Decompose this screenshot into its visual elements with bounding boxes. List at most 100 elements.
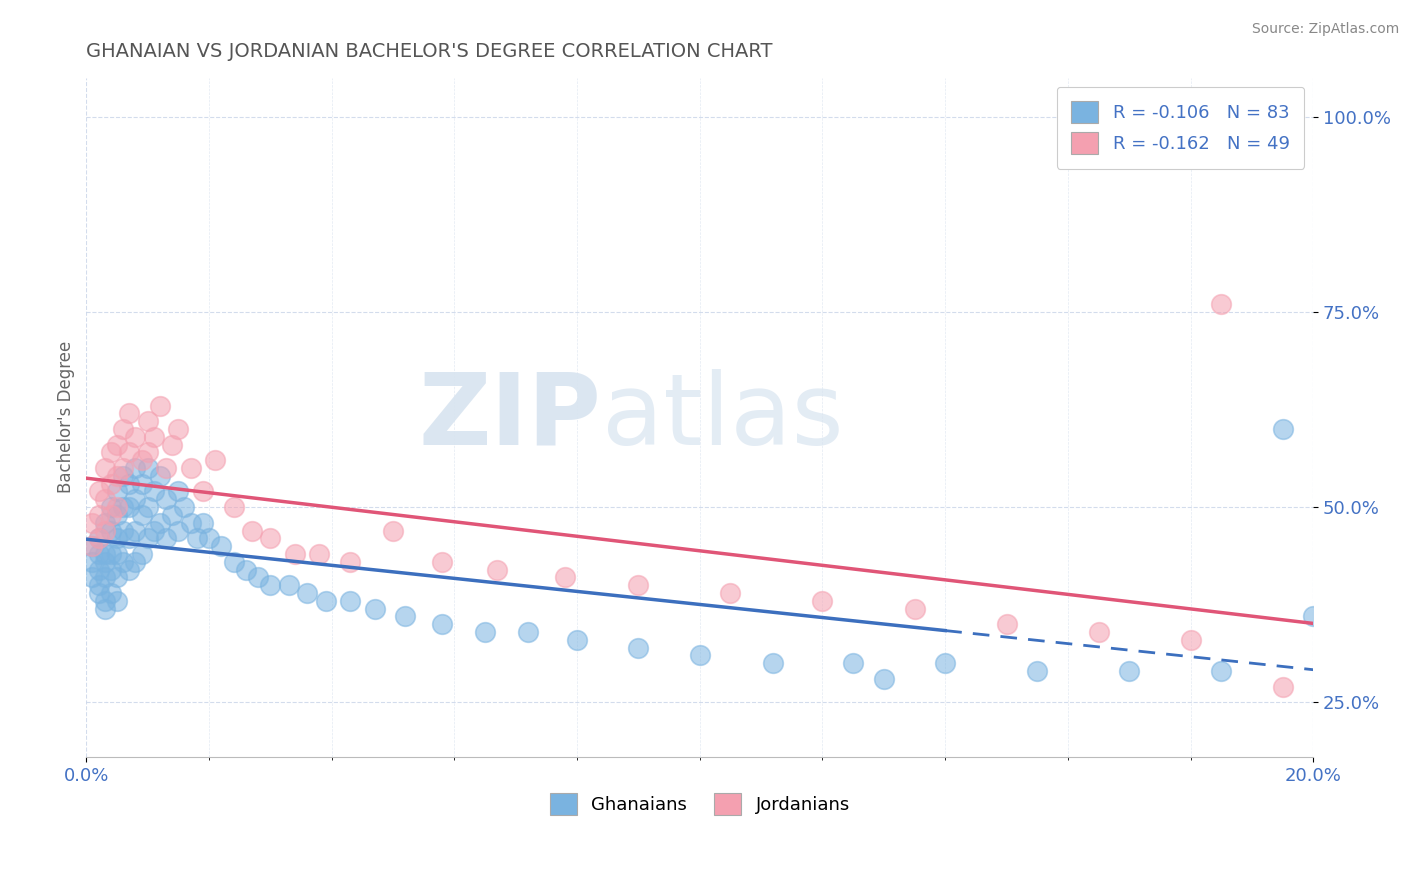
- Point: [811, 594, 834, 608]
- Point: [474, 625, 496, 640]
- Point: [155, 531, 177, 545]
- Point: [82, 555, 104, 569]
- Point: [131, 547, 153, 561]
- Point: [565, 632, 588, 647]
- Point: [167, 422, 190, 436]
- Point: [1180, 632, 1202, 647]
- Text: Source: ZipAtlas.com: Source: ZipAtlas.com: [1251, 22, 1399, 37]
- Point: [131, 508, 153, 522]
- Point: [295, 586, 318, 600]
- Point: [100, 508, 122, 522]
- Point: [93, 516, 115, 530]
- Text: ZIP: ZIP: [419, 368, 602, 466]
- Point: [160, 437, 183, 451]
- Point: [118, 406, 141, 420]
- Point: [204, 453, 226, 467]
- Point: [105, 531, 128, 545]
- Point: [93, 555, 115, 569]
- Point: [180, 516, 202, 530]
- Point: [93, 594, 115, 608]
- Point: [100, 476, 122, 491]
- Point: [382, 524, 405, 538]
- Point: [124, 492, 146, 507]
- Point: [235, 563, 257, 577]
- Legend: Ghanaians, Jordanians: Ghanaians, Jordanians: [543, 786, 858, 822]
- Point: [149, 468, 172, 483]
- Point: [87, 531, 110, 545]
- Point: [105, 547, 128, 561]
- Point: [259, 531, 281, 545]
- Point: [136, 500, 159, 514]
- Point: [131, 453, 153, 467]
- Point: [142, 524, 165, 538]
- Point: [118, 445, 141, 459]
- Point: [136, 445, 159, 459]
- Point: [339, 555, 361, 569]
- Point: [1026, 664, 1049, 678]
- Point: [93, 524, 115, 538]
- Point: [247, 570, 270, 584]
- Point: [1271, 422, 1294, 436]
- Point: [173, 500, 195, 514]
- Point: [186, 531, 208, 545]
- Point: [222, 555, 245, 569]
- Point: [112, 461, 135, 475]
- Point: [105, 484, 128, 499]
- Point: [124, 524, 146, 538]
- Point: [842, 657, 865, 671]
- Point: [1211, 664, 1233, 678]
- Point: [105, 437, 128, 451]
- Point: [627, 640, 650, 655]
- Point: [112, 524, 135, 538]
- Point: [627, 578, 650, 592]
- Text: atlas: atlas: [602, 368, 844, 466]
- Point: [112, 468, 135, 483]
- Point: [112, 555, 135, 569]
- Point: [995, 617, 1018, 632]
- Point: [124, 430, 146, 444]
- Point: [903, 601, 925, 615]
- Point: [155, 461, 177, 475]
- Point: [430, 555, 453, 569]
- Point: [191, 484, 214, 499]
- Point: [209, 539, 232, 553]
- Point: [87, 578, 110, 592]
- Point: [720, 586, 742, 600]
- Point: [93, 461, 115, 475]
- Point: [118, 531, 141, 545]
- Point: [240, 524, 263, 538]
- Point: [87, 563, 110, 577]
- Point: [1118, 664, 1140, 678]
- Point: [142, 430, 165, 444]
- Point: [124, 461, 146, 475]
- Point: [105, 594, 128, 608]
- Point: [105, 570, 128, 584]
- Y-axis label: Bachelor's Degree: Bachelor's Degree: [58, 341, 75, 493]
- Point: [1087, 625, 1109, 640]
- Point: [363, 601, 385, 615]
- Point: [87, 586, 110, 600]
- Point: [93, 547, 115, 561]
- Point: [762, 657, 785, 671]
- Point: [149, 399, 172, 413]
- Point: [82, 570, 104, 584]
- Point: [394, 609, 416, 624]
- Point: [124, 555, 146, 569]
- Point: [87, 484, 110, 499]
- Point: [82, 516, 104, 530]
- Point: [315, 594, 337, 608]
- Point: [155, 492, 177, 507]
- Point: [105, 468, 128, 483]
- Point: [191, 516, 214, 530]
- Point: [118, 500, 141, 514]
- Point: [93, 570, 115, 584]
- Point: [167, 524, 190, 538]
- Point: [873, 672, 896, 686]
- Point: [180, 461, 202, 475]
- Point: [93, 492, 115, 507]
- Point: [1211, 297, 1233, 311]
- Point: [136, 531, 159, 545]
- Text: GHANAIAN VS JORDANIAN BACHELOR'S DEGREE CORRELATION CHART: GHANAIAN VS JORDANIAN BACHELOR'S DEGREE …: [86, 42, 773, 61]
- Point: [131, 476, 153, 491]
- Point: [87, 531, 110, 545]
